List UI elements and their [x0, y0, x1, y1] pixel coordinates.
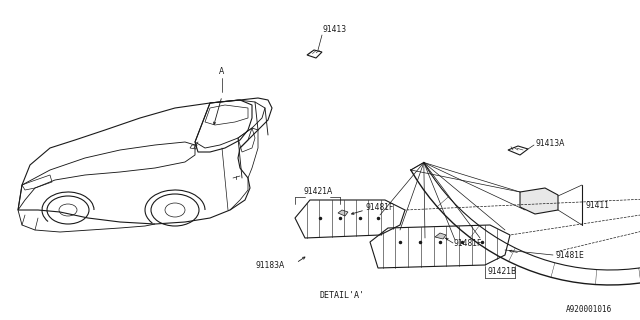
Text: 91421A: 91421A	[303, 188, 333, 196]
Text: 91481F: 91481F	[365, 203, 394, 212]
Text: DETAIL'A': DETAIL'A'	[320, 292, 365, 300]
Polygon shape	[520, 188, 558, 214]
Text: 91481E: 91481E	[555, 251, 584, 260]
Polygon shape	[338, 210, 348, 216]
Text: 91421B: 91421B	[488, 267, 517, 276]
Polygon shape	[435, 233, 446, 239]
Text: 91413A: 91413A	[535, 139, 564, 148]
Text: 91413: 91413	[323, 26, 347, 35]
Text: 91481F: 91481F	[453, 239, 481, 249]
Text: A920001016: A920001016	[566, 306, 612, 315]
Text: A: A	[220, 68, 225, 76]
Text: 91183A: 91183A	[255, 260, 284, 269]
Text: 91411: 91411	[586, 201, 610, 210]
